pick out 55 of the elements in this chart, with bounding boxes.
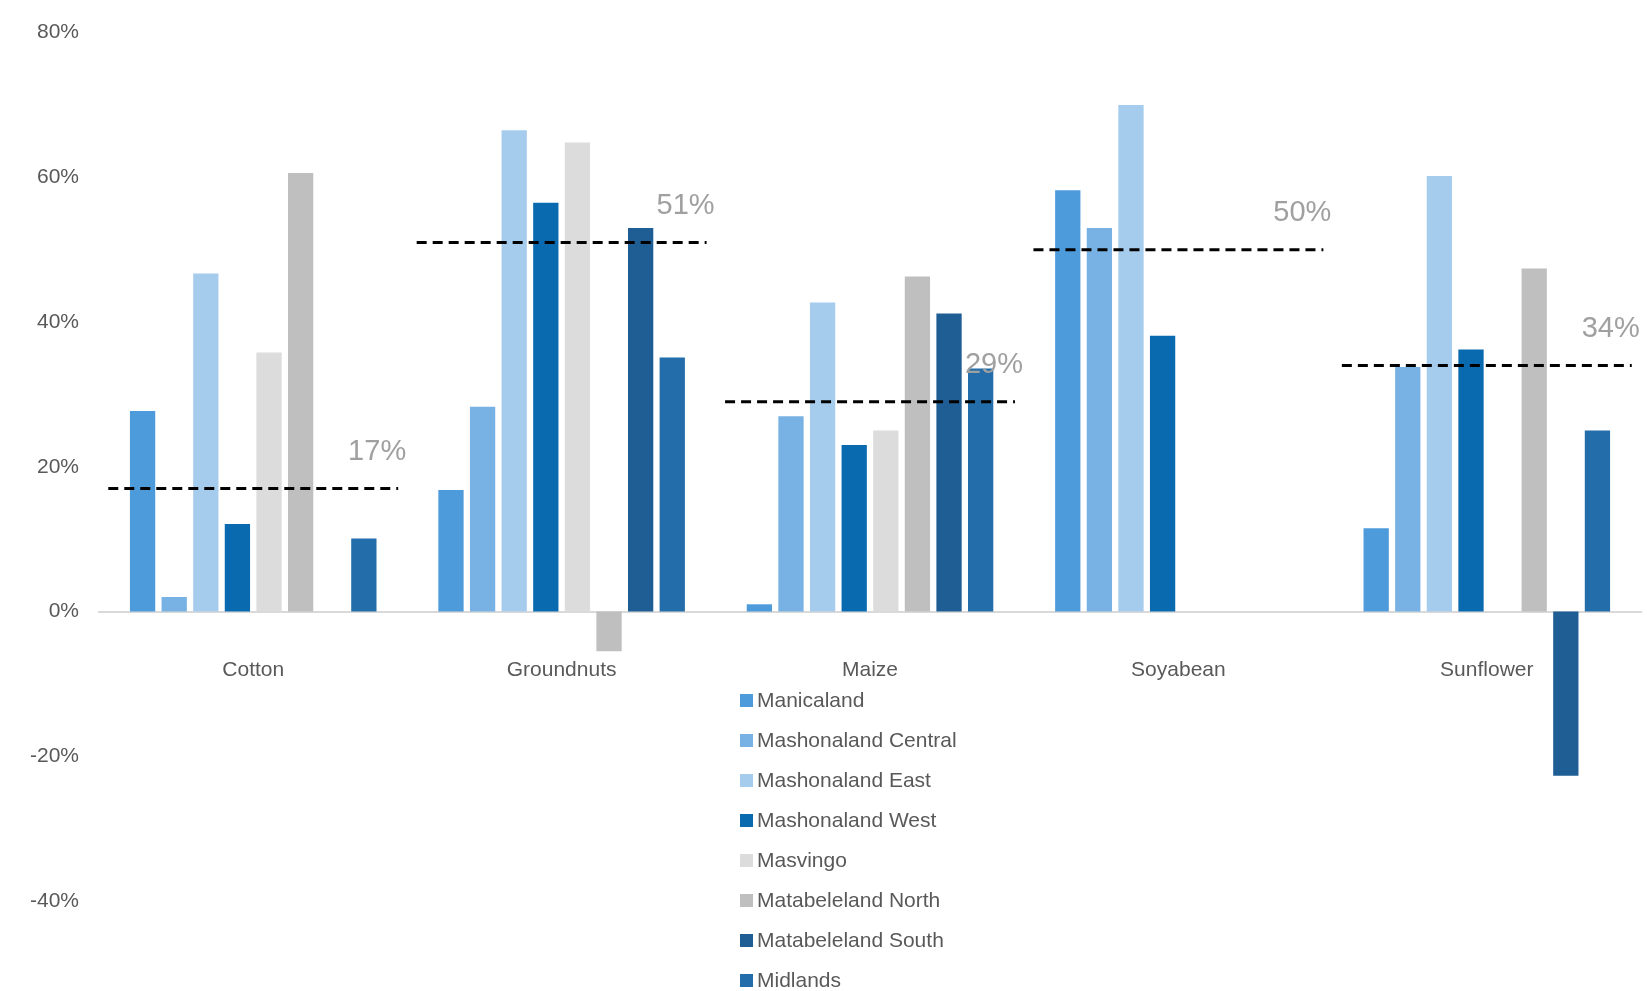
bar (351, 538, 377, 612)
y-tick-label: 20% (36, 453, 80, 477)
legend-label: Mashonaland Central (757, 728, 957, 752)
ref-line-label: 51% (656, 187, 715, 220)
ref-line-label: 50% (1273, 195, 1332, 228)
legend-label: Matabeleland South (757, 928, 944, 952)
x-tick-label: Soyabean (1131, 656, 1226, 680)
bar (659, 357, 685, 612)
ref-line-label: 17% (348, 434, 407, 467)
bar (287, 172, 314, 612)
legend-label: Matabeleland North (757, 888, 941, 912)
bar (1395, 366, 1421, 612)
legend-label: Manicaland (757, 688, 865, 712)
bar (936, 313, 962, 612)
bar (628, 227, 654, 612)
bar (841, 445, 867, 612)
legend-label: Midlands (757, 968, 842, 991)
bar (778, 416, 804, 612)
bar (1086, 227, 1113, 612)
bar (904, 276, 931, 612)
y-tick-label: 40% (36, 308, 80, 332)
y-tick-label: 0% (48, 598, 80, 622)
bar (1055, 190, 1081, 612)
bar (469, 406, 496, 612)
bar (161, 597, 187, 612)
bar (1584, 430, 1611, 612)
ref-line-label: 34% (1581, 310, 1640, 343)
legend-label: Masvingo (757, 848, 847, 872)
bar (746, 604, 773, 612)
bar (1118, 104, 1144, 612)
bar (1521, 268, 1547, 612)
bar (596, 611, 622, 652)
bar (501, 130, 527, 612)
legend-label: Mashonaland East (757, 768, 931, 792)
bar (193, 273, 219, 612)
legend-label: Mashonaland West (757, 808, 937, 832)
x-tick-label: Maize (842, 656, 899, 680)
ref-line-label: 29% (964, 347, 1023, 380)
bar (1458, 349, 1484, 612)
bar (1363, 528, 1389, 612)
bar (129, 411, 156, 612)
y-tick-label: 80% (36, 19, 80, 43)
bar (533, 202, 559, 612)
bar (438, 489, 464, 612)
x-tick-label: Sunflower (1440, 656, 1534, 680)
y-tick-label: -20% (29, 743, 80, 767)
bar (809, 302, 836, 612)
y-tick-label: -40% (29, 887, 80, 911)
x-tick-label: Cotton (222, 656, 285, 680)
bar (1553, 611, 1579, 776)
y-tick-label: 60% (36, 164, 80, 188)
x-tick-label: Groundnuts (506, 656, 617, 680)
bar (224, 523, 251, 612)
bar (1149, 335, 1176, 612)
bar (1426, 175, 1453, 612)
